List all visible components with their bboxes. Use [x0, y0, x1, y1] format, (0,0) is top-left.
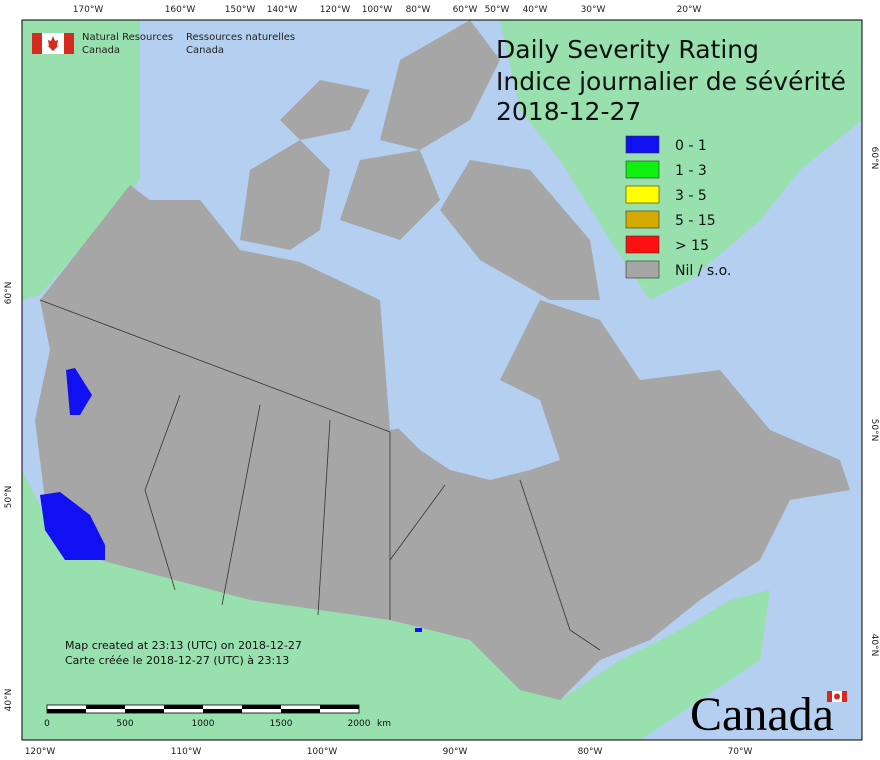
org-fr: Ressources naturelles — [186, 32, 295, 43]
severity-patch — [66, 368, 92, 415]
lon-label: 100°W — [307, 747, 338, 757]
severity-patch — [40, 492, 105, 560]
map-frame — [21, 19, 863, 741]
scale-segment — [320, 705, 359, 709]
lon-label: 120°W — [320, 5, 351, 15]
flag-bar — [32, 33, 42, 54]
legend-label: 3 - 5 — [675, 188, 707, 204]
legend-swatch — [625, 185, 660, 204]
canada-wordmark: Canada — [690, 688, 847, 741]
lon-label: 80°W — [406, 5, 431, 15]
lat-label: 50°N — [4, 486, 14, 509]
lon-label: 160°W — [165, 5, 196, 15]
lon-label: 100°W — [362, 5, 393, 15]
lon-label: 150°W — [225, 5, 256, 15]
legend-swatch — [625, 135, 660, 154]
lon-label: 120°W — [25, 747, 56, 757]
lon-label: 60°W — [453, 5, 478, 15]
baffin-island — [440, 160, 600, 300]
legend-swatch — [625, 260, 660, 279]
title: Daily Severity Rating — [496, 35, 759, 64]
province-borders — [39, 299, 601, 651]
arctic-island — [340, 150, 440, 240]
lon-label: 140°W — [267, 5, 298, 15]
scale-label: 2000 — [348, 719, 371, 729]
scale-segment — [281, 709, 320, 713]
lon-label: 80°W — [578, 747, 603, 757]
greenland — [500, 20, 862, 300]
lon-label: 170°W — [73, 5, 104, 15]
legend-label: 5 - 15 — [675, 213, 716, 229]
maple-leaf — [834, 693, 840, 700]
lat-label: 60°N — [869, 147, 879, 170]
lat-label: 40°N — [4, 689, 14, 712]
nrcan-logo — [32, 33, 74, 54]
scale-segment — [125, 709, 164, 713]
flag-bar — [827, 691, 832, 702]
scale-segment — [203, 709, 242, 713]
alaska — [22, 20, 140, 300]
arctic-island — [240, 140, 330, 250]
legend-swatch — [625, 210, 660, 229]
maple-leaf — [47, 36, 59, 51]
united-states — [22, 470, 770, 740]
scale-label: 1500 — [270, 719, 293, 729]
legend-label: 1 - 3 — [675, 163, 707, 179]
scale-segment — [86, 705, 125, 709]
lon-label: 30°W — [581, 5, 606, 15]
legend-swatch — [625, 160, 660, 179]
lon-label: 110°W — [171, 747, 202, 757]
scale-unit: km — [377, 719, 391, 729]
scale-segment — [47, 709, 86, 713]
created-fr: Carte créée le 2018-12-27 (UTC) à 23:13 — [65, 654, 289, 667]
lon-label: 50°W — [485, 5, 510, 15]
legend-label: > 15 — [675, 238, 709, 254]
flag-bar — [842, 691, 847, 702]
scale-label: 1000 — [192, 719, 215, 729]
arctic-island — [280, 80, 370, 140]
arctic-island — [380, 20, 500, 150]
hudson-bay — [390, 350, 560, 480]
org-en: Natural Resources — [82, 32, 173, 43]
legend-label: 0 - 1 — [675, 138, 707, 154]
lat-label: 60°N — [4, 282, 14, 305]
lat-label: 40°N — [869, 634, 879, 657]
lon-label: 70°W — [728, 747, 753, 757]
severity-patch — [415, 628, 422, 632]
legend-label: Nil / s.o. — [675, 263, 731, 279]
lon-label: 90°W — [443, 747, 468, 757]
subtitle: Indice journalier de sévérité — [496, 67, 846, 96]
lon-label: 20°W — [677, 5, 702, 15]
org-fr: Canada — [186, 45, 224, 56]
lon-label: 40°W — [523, 5, 548, 15]
date: 2018-12-27 — [496, 97, 641, 126]
scale-segment — [164, 705, 203, 709]
scale-label: 500 — [116, 719, 133, 729]
land — [22, 20, 862, 740]
legend-swatch — [625, 235, 660, 254]
created-en: Map created at 23:13 (UTC) on 2018-12-27 — [65, 639, 302, 652]
wordmark: Canada — [690, 688, 834, 741]
scale-label: 0 — [44, 719, 50, 729]
lat-label: 50°N — [869, 419, 879, 442]
org-en: Canada — [82, 45, 120, 56]
scale-segment — [242, 705, 281, 709]
flag-bar — [64, 33, 74, 54]
